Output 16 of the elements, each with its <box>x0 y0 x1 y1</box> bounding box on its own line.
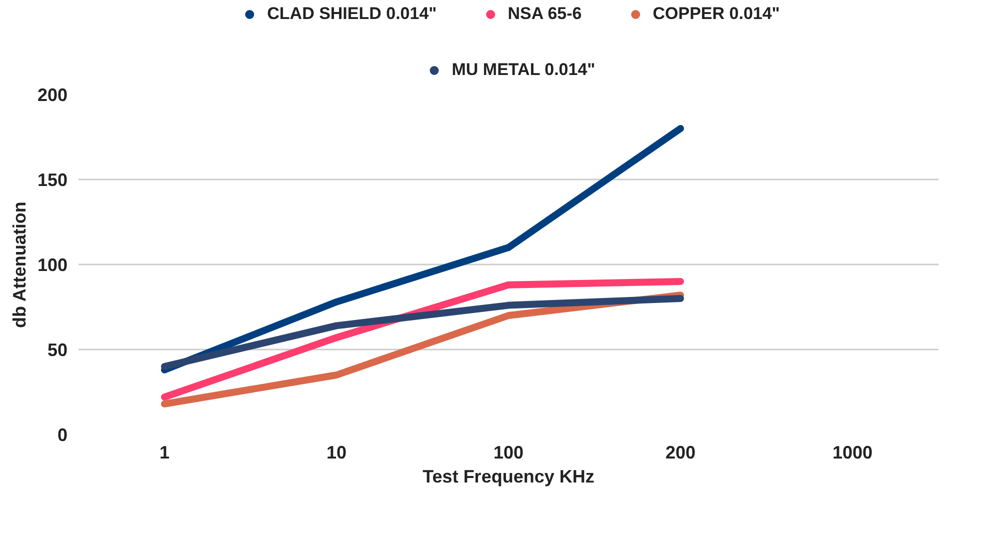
y-tick-label: 0 <box>57 425 68 445</box>
x-axis-title: Test Frequency KHz <box>422 466 594 486</box>
y-tick-label: 100 <box>37 255 68 275</box>
y-tick-label: 150 <box>37 170 68 190</box>
x-tick-label: 1000 <box>832 442 873 462</box>
legend-label: CLAD SHIELD 0.014" <box>267 4 437 24</box>
y-tick-label: 50 <box>47 340 68 360</box>
x-tick-label: 1 <box>159 442 170 462</box>
x-tick-label: 200 <box>665 442 696 462</box>
legend-label: COPPER 0.014" <box>652 4 780 24</box>
legend-label: NSA 65-6 <box>508 4 582 24</box>
legend-label: MU METAL 0.014" <box>452 60 596 80</box>
x-tick-label: 10 <box>326 442 347 462</box>
x-tick-label: 100 <box>493 442 524 462</box>
y-axis-title: db Attenuation <box>9 202 30 328</box>
y-tick-label: 200 <box>37 85 68 105</box>
